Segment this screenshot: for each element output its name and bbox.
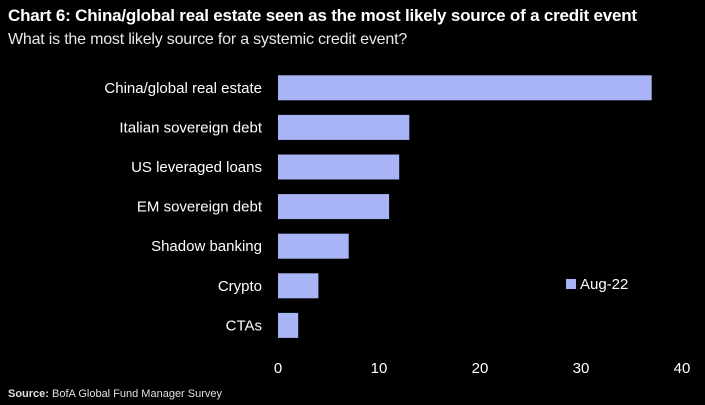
bar	[278, 114, 410, 140]
bar	[278, 194, 390, 220]
category-label: EM sovereign debt	[137, 199, 263, 216]
chart-title: Chart 6: China/global real estate seen a…	[8, 6, 637, 25]
bar	[278, 273, 319, 299]
x-tick-label: 40	[674, 360, 691, 377]
category-label: Shadow banking	[151, 238, 262, 255]
category-label: CTAs	[226, 317, 262, 334]
bar	[278, 312, 299, 338]
legend-swatch	[566, 279, 576, 289]
source-label: Source:	[8, 388, 49, 400]
x-tick-label: 10	[371, 360, 388, 377]
source-note: Source: BofA Global Fund Manager Survey	[8, 388, 222, 400]
legend-label: Aug-22	[580, 276, 628, 293]
source-text: BofA Global Fund Manager Survey	[52, 388, 223, 400]
x-tick-label: 30	[573, 360, 590, 377]
bar	[278, 233, 349, 259]
bar	[278, 154, 400, 180]
category-label: US leveraged loans	[131, 159, 262, 176]
bar-chart: China/global real estate Italian sovereig…	[104, 75, 691, 377]
category-label: Crypto	[218, 278, 262, 295]
bar	[278, 75, 652, 101]
chart-subtitle: What is the most likely source for a sys…	[8, 31, 408, 48]
category-label: Italian sovereign debt	[119, 119, 262, 136]
x-tick-label: 0	[274, 360, 282, 377]
category-label: China/global real estate	[104, 80, 262, 97]
x-tick-label: 20	[472, 360, 489, 377]
